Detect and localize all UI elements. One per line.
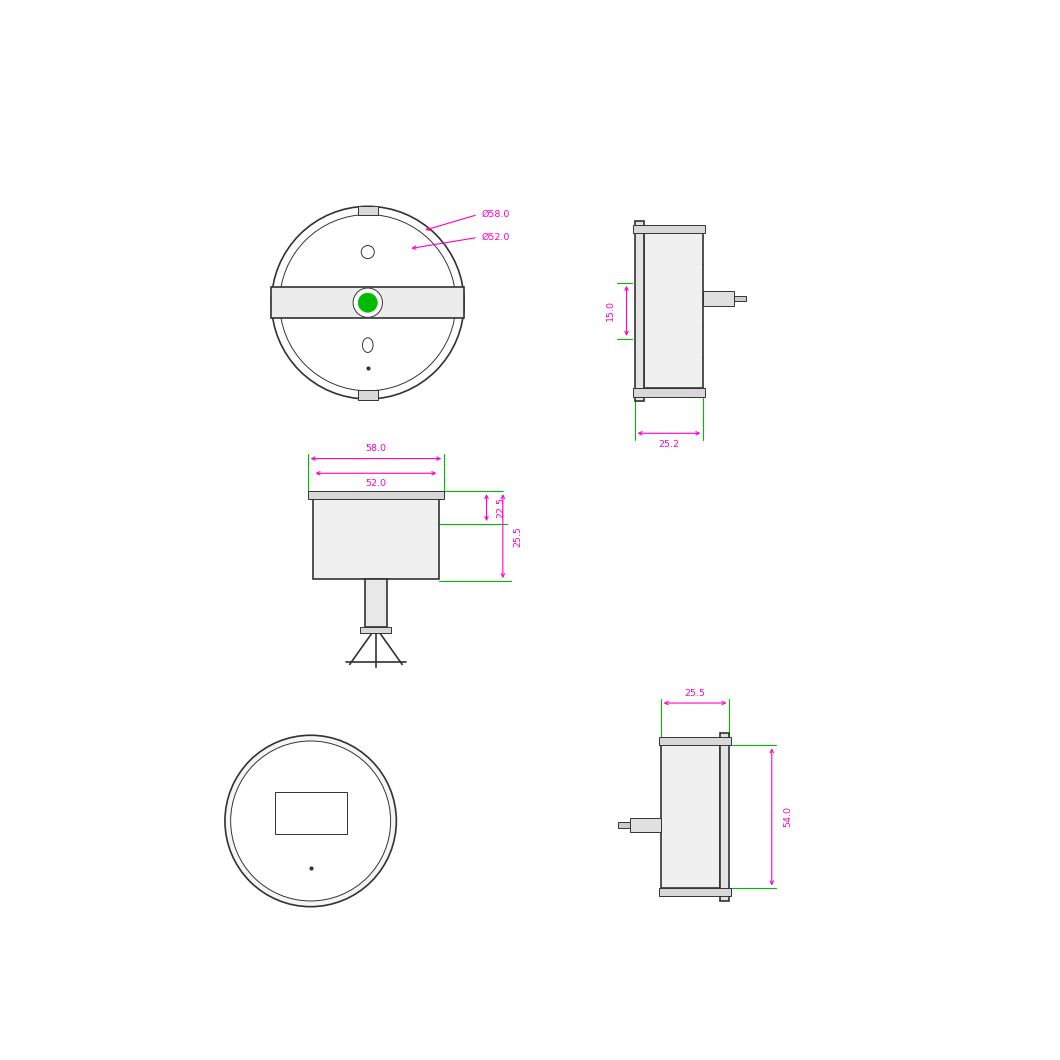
Bar bbox=[307, 491, 444, 499]
Text: 25.5: 25.5 bbox=[685, 689, 706, 697]
Circle shape bbox=[353, 288, 383, 317]
Bar bbox=[630, 817, 660, 832]
Bar bbox=[271, 287, 464, 318]
Text: Ø52.0: Ø52.0 bbox=[481, 233, 510, 242]
Bar bbox=[358, 390, 377, 400]
Bar bbox=[644, 233, 703, 388]
Bar bbox=[703, 292, 735, 306]
Bar bbox=[720, 734, 729, 901]
Bar bbox=[275, 792, 347, 834]
Text: 25.2: 25.2 bbox=[658, 440, 679, 449]
Circle shape bbox=[225, 736, 396, 906]
Ellipse shape bbox=[363, 338, 373, 353]
Bar bbox=[618, 823, 630, 828]
Circle shape bbox=[358, 294, 377, 313]
Text: 15.0: 15.0 bbox=[605, 300, 615, 321]
Bar bbox=[633, 225, 705, 233]
Bar bbox=[633, 388, 705, 396]
Bar bbox=[635, 222, 644, 401]
Text: 52.0: 52.0 bbox=[366, 478, 387, 488]
Circle shape bbox=[361, 246, 374, 259]
Bar bbox=[360, 626, 391, 633]
Bar bbox=[313, 499, 439, 580]
Text: 22.5: 22.5 bbox=[497, 497, 506, 518]
Bar bbox=[659, 888, 731, 897]
Text: 58.0: 58.0 bbox=[366, 444, 387, 454]
Text: Ø58.0: Ø58.0 bbox=[481, 210, 510, 219]
Bar bbox=[660, 745, 720, 888]
Bar bbox=[358, 206, 377, 215]
Text: 54.0: 54.0 bbox=[783, 807, 793, 828]
Bar bbox=[659, 738, 731, 745]
Text: 25.5: 25.5 bbox=[513, 526, 522, 547]
Bar bbox=[365, 580, 387, 626]
Bar bbox=[735, 296, 746, 301]
Circle shape bbox=[231, 741, 391, 901]
